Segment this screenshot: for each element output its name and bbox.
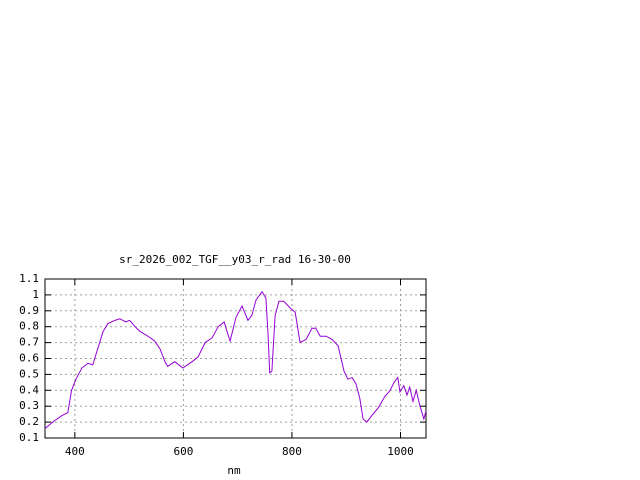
x-tick-label: 800 bbox=[282, 445, 302, 458]
y-tick-label: 0.9 bbox=[19, 304, 39, 317]
plot-border bbox=[44, 278, 427, 439]
y-tick-label: 0.3 bbox=[19, 399, 39, 412]
y-tick-label: 0.5 bbox=[19, 367, 39, 380]
y-tick-label: 0.8 bbox=[19, 320, 39, 333]
y-tick-label: 1.1 bbox=[19, 272, 39, 285]
y-tick-label: 0.6 bbox=[19, 352, 39, 365]
y-tick-label: 0.7 bbox=[19, 336, 39, 349]
chart-title: sr_2026_002_TGF__y03_r_rad 16-30-00 bbox=[119, 253, 351, 266]
y-tick-label: 0.4 bbox=[19, 383, 39, 396]
x-tick-label: 600 bbox=[173, 445, 193, 458]
y-tick-label: 0.2 bbox=[19, 415, 39, 428]
y-tick-label: 1 bbox=[32, 288, 39, 301]
x-tick-label: 400 bbox=[65, 445, 85, 458]
data-line bbox=[44, 290, 427, 429]
y-tick-label: 0.1 bbox=[19, 431, 39, 444]
x-tick-label: 1000 bbox=[387, 445, 414, 458]
x-axis-label: nm bbox=[227, 464, 241, 477]
